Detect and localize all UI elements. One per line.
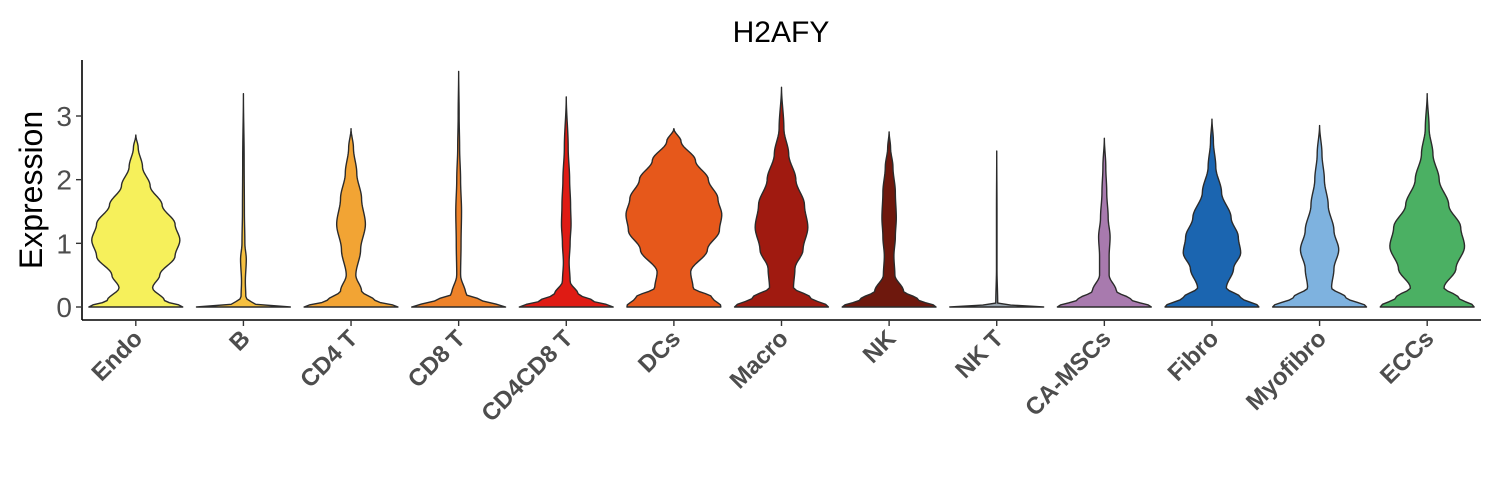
x-tick-label: DCs — [633, 325, 686, 378]
x-tick-label: CA-MSCs — [1020, 325, 1116, 421]
violin-nk — [841, 131, 937, 308]
x-ticks: Endo B CD4 T CD8 T CD4CD8 T DCs Macro NK NK T CA-… — [87, 320, 1439, 427]
violin-nk-t — [949, 150, 1045, 308]
chart-title: H2AFY — [733, 16, 830, 49]
violin-myofibro — [1271, 124, 1368, 308]
x-tick-label: Endo — [87, 325, 149, 387]
violin-cd4cd8-t — [518, 96, 614, 308]
violin-cd4-t — [303, 128, 399, 308]
violin-eccs — [1379, 93, 1475, 308]
violin-macro — [733, 86, 830, 308]
x-tick-label: ECCs — [1375, 325, 1439, 389]
y-axis-label: Expression — [13, 111, 49, 269]
violin-dcs — [625, 128, 723, 308]
violin-cd8-t — [411, 70, 507, 308]
y-tick-label: 0 — [56, 292, 72, 323]
x-tick-label: CD8 T — [403, 325, 471, 393]
y-tick-label: 3 — [56, 101, 72, 132]
x-tick-label: Fibro — [1163, 325, 1225, 387]
y-ticks: 0 1 2 3 — [56, 101, 82, 323]
x-tick-label: NK T — [950, 325, 1009, 384]
violin-endo — [88, 134, 184, 308]
violin-ca-mscs — [1056, 137, 1152, 308]
x-tick-label: Macro — [725, 325, 794, 394]
x-tick-label: CD4CD8 T — [476, 325, 578, 427]
violin-fibro — [1164, 118, 1260, 308]
x-tick-label: CD4 T — [295, 325, 363, 393]
y-tick-label: 2 — [56, 165, 72, 196]
x-tick-label: NK — [858, 325, 902, 369]
x-tick-label: B — [224, 325, 255, 356]
violin-b — [195, 93, 292, 308]
x-tick-label: Myofibro — [1241, 325, 1332, 416]
y-tick-label: 1 — [56, 228, 72, 259]
violins — [88, 70, 1475, 308]
